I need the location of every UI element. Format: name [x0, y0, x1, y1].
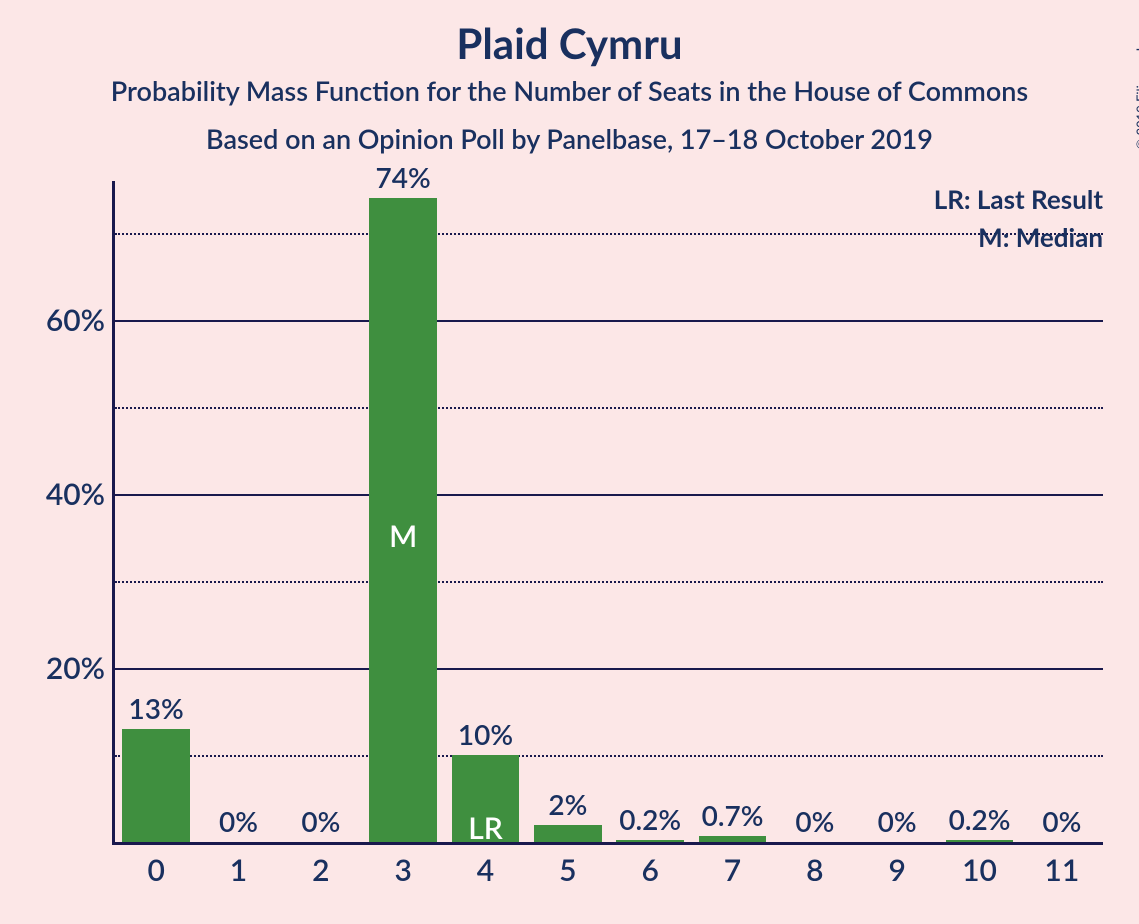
chart-title: Plaid Cymru — [0, 18, 1139, 68]
chart-subtitle: Probability Mass Function for the Number… — [0, 74, 1139, 107]
bar-value-label: 74% — [376, 160, 431, 194]
x-axis-line — [115, 842, 1103, 845]
bar-value-label: 0% — [878, 804, 917, 838]
legend-item: LR: Last Result — [934, 183, 1103, 215]
x-tick-label: 11 — [1044, 842, 1079, 888]
y-tick-label: 40% — [46, 476, 115, 512]
x-tick-label: 6 — [641, 842, 658, 888]
bar-value-label: 0.2% — [949, 802, 1011, 836]
bar — [534, 825, 602, 842]
x-tick-label: 1 — [230, 842, 247, 888]
grid-minor-line — [115, 581, 1103, 583]
copyright-text: © 2019 Filip van Laenen — [1134, 10, 1139, 150]
bar-value-label: 13% — [129, 691, 184, 725]
legend: LR: Last Result M: Median — [934, 183, 1103, 259]
x-tick-label: 3 — [394, 842, 411, 888]
plot-area: 13%0%0%74%M10%LR2%0.2%0.7%0%0%0.2%0% 20%… — [115, 181, 1103, 842]
y-tick-label: 60% — [46, 302, 115, 338]
bar-value-label: 0% — [1042, 804, 1081, 838]
bar-value-label: 0.7% — [702, 798, 764, 832]
bar-value-label: 2% — [548, 787, 587, 821]
chart-canvas: Plaid Cymru Probability Mass Function fo… — [0, 0, 1139, 924]
y-tick-label: 20% — [46, 650, 115, 686]
bar — [122, 729, 190, 842]
x-tick-label: 7 — [724, 842, 741, 888]
bar-annotation: M — [389, 518, 417, 554]
grid-major-line — [115, 494, 1103, 496]
x-tick-label: 5 — [559, 842, 576, 888]
bar-annotation: LR — [468, 810, 503, 846]
bar-value-label: 0% — [219, 804, 258, 838]
x-tick-label: 0 — [147, 842, 164, 888]
x-tick-label: 2 — [312, 842, 329, 888]
grid-major-line — [115, 668, 1103, 670]
bar-value-label: 0% — [795, 804, 834, 838]
chart-subtitle2: Based on an Opinion Poll by Panelbase, 1… — [0, 122, 1139, 155]
grid-minor-line — [115, 407, 1103, 409]
x-tick-label: 8 — [806, 842, 823, 888]
y-axis-line — [112, 181, 115, 845]
x-tick-label: 9 — [888, 842, 905, 888]
x-tick-label: 4 — [477, 842, 494, 888]
bar-value-label: 0% — [301, 804, 340, 838]
bar-value-label: 10% — [458, 717, 513, 751]
x-tick-label: 10 — [962, 842, 997, 888]
grid-minor-line — [115, 755, 1103, 757]
bar-value-label: 0.2% — [619, 802, 681, 836]
grid-major-line — [115, 320, 1103, 322]
legend-item: M: Median — [934, 221, 1103, 253]
